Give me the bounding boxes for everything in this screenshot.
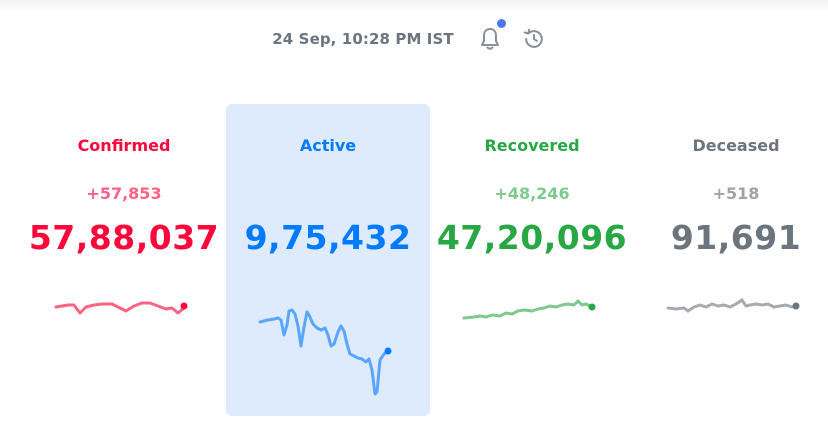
recovered-card[interactable]: Recovered +48,246 47,20,096: [430, 104, 634, 416]
confirmed-sparkline: [54, 301, 188, 315]
top-shadow: [0, 0, 828, 12]
recovered-label: Recovered: [484, 136, 580, 155]
recovered-total: 47,20,096: [436, 218, 628, 257]
last-updated-timestamp: 24 Sep, 10:28 PM IST: [272, 30, 454, 48]
active-card[interactable]: Active 9,75,432: [226, 104, 430, 416]
deceased-total: 91,691: [670, 218, 802, 257]
deceased-sparkline: [666, 298, 800, 313]
recovered-sparkline: [462, 299, 596, 320]
confirmed-card[interactable]: Confirmed +57,853 57,88,037: [22, 104, 226, 416]
bell-icon: [480, 28, 499, 50]
confirmed-delta: +57,853: [86, 184, 162, 203]
active-sparkline: [258, 308, 392, 396]
notifications-button[interactable]: [478, 19, 506, 51]
deceased-card[interactable]: Deceased +518 91,691: [634, 104, 828, 416]
deceased-label: Deceased: [692, 136, 780, 155]
confirmed-total: 57,88,037: [28, 218, 220, 257]
confirmed-label: Confirmed: [77, 136, 171, 155]
notification-dot: [496, 19, 506, 28]
history-button[interactable]: [522, 27, 546, 51]
history-icon: [523, 28, 543, 48]
recovered-delta: +48,246: [494, 184, 570, 203]
active-label: Active: [299, 136, 357, 155]
deceased-delta: +518: [712, 184, 760, 203]
header-bar: 24 Sep, 10:28 PM IST: [0, 19, 828, 54]
active-total: 9,75,432: [244, 218, 412, 257]
